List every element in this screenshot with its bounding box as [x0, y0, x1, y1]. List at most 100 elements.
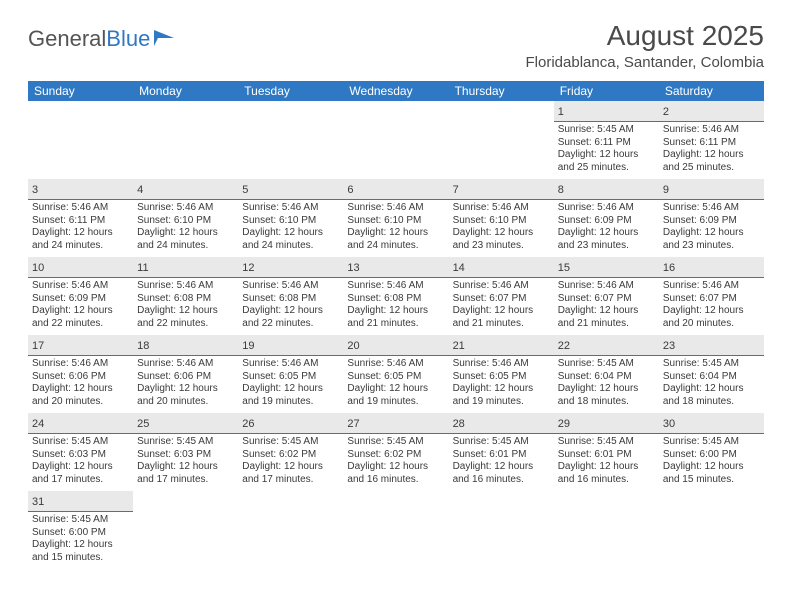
day-number: 30	[663, 418, 675, 430]
day-body: Sunrise: 5:45 AMSunset: 6:02 PMDaylight:…	[343, 434, 448, 486]
sunrise-line: Sunrise: 5:46 AM	[453, 280, 550, 293]
daylight-line: Daylight: 12 hours and 23 minutes.	[558, 227, 655, 252]
calendar-cell	[343, 491, 448, 569]
daylight-line: Daylight: 12 hours and 18 minutes.	[663, 383, 760, 408]
sunset-line: Sunset: 6:07 PM	[558, 293, 655, 306]
daynum-row: 15	[554, 257, 659, 278]
sunrise-line: Sunrise: 5:46 AM	[242, 358, 339, 371]
daynum-row: 1	[554, 101, 659, 122]
sunset-line: Sunset: 6:11 PM	[558, 137, 655, 150]
daylight-line: Daylight: 12 hours and 21 minutes.	[558, 305, 655, 330]
day-body: Sunrise: 5:46 AMSunset: 6:05 PMDaylight:…	[343, 356, 448, 408]
sunrise-line: Sunrise: 5:46 AM	[32, 280, 129, 293]
calendar-body: 1Sunrise: 5:45 AMSunset: 6:11 PMDaylight…	[28, 101, 764, 569]
day-number: 19	[242, 340, 254, 352]
calendar-cell: 12Sunrise: 5:46 AMSunset: 6:08 PMDayligh…	[238, 257, 343, 335]
daynum-row: 17	[28, 335, 133, 356]
daynum-row: 13	[343, 257, 448, 278]
day-number: 1	[558, 106, 564, 118]
day-body: Sunrise: 5:46 AMSunset: 6:07 PMDaylight:…	[449, 278, 554, 330]
calendar-cell: 28Sunrise: 5:45 AMSunset: 6:01 PMDayligh…	[449, 413, 554, 491]
day-body: Sunrise: 5:46 AMSunset: 6:09 PMDaylight:…	[659, 200, 764, 252]
day-number: 14	[453, 262, 465, 274]
daynum-row: 8	[554, 179, 659, 200]
calendar-row: 31 Sunrise: 5:45 AMSunset: 6:00 PMDayligh…	[28, 491, 764, 569]
sunset-line: Sunset: 6:07 PM	[453, 293, 550, 306]
sunset-line: Sunset: 6:10 PM	[137, 215, 234, 228]
sunset-line: Sunset: 6:09 PM	[558, 215, 655, 228]
sunset-line: Sunset: 6:07 PM	[663, 293, 760, 306]
calendar-row: 24Sunrise: 5:45 AMSunset: 6:03 PMDayligh…	[28, 413, 764, 491]
day-body: Sunrise: 5:45 AMSunset: 6:03 PMDaylight:…	[28, 434, 133, 486]
calendar-cell: 7Sunrise: 5:46 AMSunset: 6:10 PMDaylight…	[449, 179, 554, 257]
calendar-cell	[659, 491, 764, 569]
day-body: Sunrise: 5:45 AMSunset: 6:11 PMDaylight:…	[554, 122, 659, 174]
sunrise-line: Sunrise: 5:46 AM	[347, 202, 444, 215]
sunrise-line: Sunrise: 5:45 AM	[242, 436, 339, 449]
calendar-cell: 3Sunrise: 5:46 AMSunset: 6:11 PMDaylight…	[28, 179, 133, 257]
sunset-line: Sunset: 6:09 PM	[663, 215, 760, 228]
calendar-cell: 22Sunrise: 5:45 AMSunset: 6:04 PMDayligh…	[554, 335, 659, 413]
day-body: Sunrise: 5:46 AMSunset: 6:06 PMDaylight:…	[28, 356, 133, 408]
day-number: 31	[32, 496, 44, 508]
daylight-line: Daylight: 12 hours and 15 minutes.	[32, 539, 129, 564]
day-number: 17	[32, 340, 44, 352]
weekday-header: Sunday	[28, 81, 133, 101]
day-number: 12	[242, 262, 254, 274]
sunrise-line: Sunrise: 5:46 AM	[242, 280, 339, 293]
daynum-row: 18	[133, 335, 238, 356]
daynum-row: 27	[343, 413, 448, 434]
calendar-cell: 26 Sunrise: 5:45 AMSunset: 6:02 PMDayligh…	[238, 413, 343, 491]
daynum-row: 25	[133, 413, 238, 434]
calendar-cell	[133, 101, 238, 179]
sunset-line: Sunset: 6:00 PM	[32, 527, 129, 540]
daylight-line: Daylight: 12 hours and 17 minutes.	[32, 461, 129, 486]
calendar-cell	[449, 491, 554, 569]
sunset-line: Sunset: 6:01 PM	[558, 449, 655, 462]
calendar-cell	[133, 491, 238, 569]
day-body: Sunrise: 5:46 AMSunset: 6:09 PMDaylight:…	[554, 200, 659, 252]
day-body: Sunrise: 5:46 AMSunset: 6:09 PMDaylight:…	[28, 278, 133, 330]
sunrise-line: Sunrise: 5:45 AM	[558, 124, 655, 137]
daylight-line: Daylight: 12 hours and 20 minutes.	[137, 383, 234, 408]
sunset-line: Sunset: 6:05 PM	[347, 371, 444, 384]
sunrise-line: Sunrise: 5:45 AM	[32, 436, 129, 449]
sunrise-line: Sunrise: 5:46 AM	[347, 280, 444, 293]
calendar-cell	[343, 101, 448, 179]
day-number: 10	[32, 262, 44, 274]
daylight-line: Daylight: 12 hours and 25 minutes.	[663, 149, 760, 174]
weekday-header: Friday	[554, 81, 659, 101]
sunset-line: Sunset: 6:06 PM	[137, 371, 234, 384]
brand-logo: GeneralBlue	[28, 20, 176, 52]
day-number: 28	[453, 418, 465, 430]
daylight-line: Daylight: 12 hours and 17 minutes.	[242, 461, 339, 486]
sunset-line: Sunset: 6:02 PM	[242, 449, 339, 462]
day-number: 20	[347, 340, 359, 352]
calendar-cell	[28, 101, 133, 179]
daylight-line: Daylight: 12 hours and 24 minutes.	[242, 227, 339, 252]
daynum-row: 14	[449, 257, 554, 278]
day-body: Sunrise: 5:45 AMSunset: 6:04 PMDaylight:…	[554, 356, 659, 408]
calendar-cell: 11Sunrise: 5:46 AMSunset: 6:08 PMDayligh…	[133, 257, 238, 335]
calendar-head: SundayMondayTuesdayWednesdayThursdayFrid…	[28, 81, 764, 101]
day-body: Sunrise: 5:46 AMSunset: 6:08 PMDaylight:…	[133, 278, 238, 330]
daynum-row: 20	[343, 335, 448, 356]
daynum-row: 21	[449, 335, 554, 356]
weekday-header: Tuesday	[238, 81, 343, 101]
sunrise-line: Sunrise: 5:46 AM	[32, 202, 129, 215]
calendar-row: 3Sunrise: 5:46 AMSunset: 6:11 PMDaylight…	[28, 179, 764, 257]
sunrise-line: Sunrise: 5:46 AM	[347, 358, 444, 371]
daynum-row: 3	[28, 179, 133, 200]
day-body: Sunrise: 5:46 AMSunset: 6:07 PMDaylight:…	[554, 278, 659, 330]
sunset-line: Sunset: 6:05 PM	[242, 371, 339, 384]
day-body: Sunrise: 5:46 AMSunset: 6:10 PMDaylight:…	[133, 200, 238, 252]
day-number: 25	[137, 418, 149, 430]
daylight-line: Daylight: 12 hours and 20 minutes.	[663, 305, 760, 330]
weekday-header: Thursday	[449, 81, 554, 101]
daynum-row: 26	[238, 413, 343, 434]
day-body: Sunrise: 5:45 AMSunset: 6:00 PMDaylight:…	[28, 512, 133, 564]
daylight-line: Daylight: 12 hours and 16 minutes.	[453, 461, 550, 486]
sunrise-line: Sunrise: 5:46 AM	[558, 280, 655, 293]
day-number: 13	[347, 262, 359, 274]
sunrise-line: Sunrise: 5:45 AM	[32, 514, 129, 527]
